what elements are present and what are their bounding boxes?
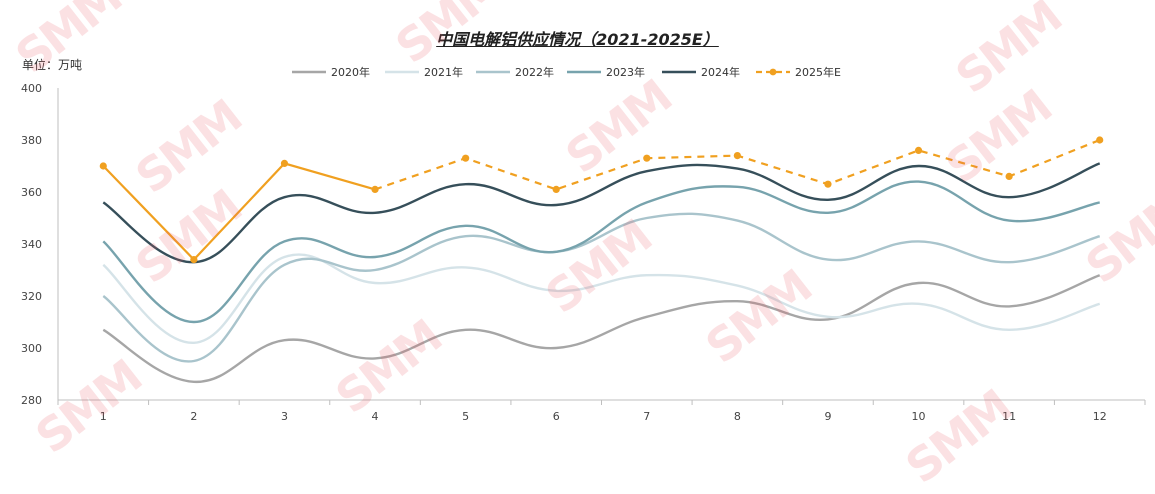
- x-tick-label: 12: [1093, 410, 1107, 423]
- series-line-solid: [102, 162, 376, 262]
- x-tick-label: 6: [553, 410, 560, 423]
- series-line: [102, 212, 1101, 363]
- data-point: [371, 185, 379, 193]
- x-tick-label: 5: [462, 410, 469, 423]
- x-tick-label: 8: [734, 410, 741, 423]
- data-point: [99, 162, 107, 170]
- legend-item-2024: 2024年: [662, 65, 740, 79]
- series-line: [102, 274, 1101, 384]
- legend-label: 2025年E: [795, 65, 841, 79]
- legend-item-2023: 2023年: [567, 65, 645, 79]
- y-tick-label: 300: [21, 342, 42, 355]
- y-tick-label: 320: [21, 290, 42, 303]
- legend-item-2020: 2020年: [292, 65, 370, 79]
- data-point: [824, 180, 832, 188]
- data-point: [1005, 172, 1013, 180]
- legend-label: 2020年: [331, 65, 370, 79]
- data-point: [733, 152, 741, 160]
- y-tick-label: 400: [21, 82, 42, 95]
- x-tick-label: 10: [912, 410, 926, 423]
- x-tick-label: 9: [824, 410, 831, 423]
- data-point: [462, 154, 470, 162]
- data-point: [1096, 136, 1104, 144]
- data-point: [552, 185, 560, 193]
- data-point: [643, 154, 651, 162]
- legend-item-2021: 2021年: [385, 65, 463, 79]
- y-tick-label: 340: [21, 238, 42, 251]
- data-point: [280, 159, 289, 167]
- x-tick-label: 2: [190, 410, 197, 423]
- x-tick-label: 3: [281, 410, 288, 423]
- data-point: [190, 256, 198, 264]
- y-tick-label: 280: [21, 394, 42, 407]
- chart-legend: 2020年 2021年 2022年 2023年 2024年 2025年E: [292, 65, 841, 79]
- y-tick-label: 360: [21, 186, 42, 199]
- legend-label: 2023年: [606, 65, 645, 79]
- legend-item-2022: 2022年: [476, 65, 554, 79]
- x-tick-label: 4: [372, 410, 379, 423]
- unit-label: 单位：万吨: [22, 58, 83, 72]
- series-2022: [102, 212, 1101, 363]
- x-tick-label: 11: [1002, 410, 1016, 423]
- series-2024: [102, 162, 1101, 264]
- x-tick-label: 7: [643, 410, 650, 423]
- series-line-dashed: [374, 138, 1101, 191]
- legend-label: 2024年: [701, 65, 740, 79]
- series-line: [102, 253, 1101, 345]
- legend-label: 2021年: [424, 65, 463, 79]
- chart-series: [99, 136, 1104, 384]
- series-line: [102, 180, 1100, 324]
- legend-marker: [769, 68, 777, 76]
- series-line: [102, 162, 1101, 264]
- series-2025E: [99, 136, 1104, 264]
- series-2020: [102, 274, 1101, 384]
- series-2021: [102, 253, 1101, 345]
- chart-title: 中国电解铝供应情况（2021-2025E）: [436, 30, 719, 49]
- data-point: [914, 146, 923, 154]
- legend-item-2025E: 2025年E: [756, 65, 841, 79]
- x-tick-label: 1: [100, 410, 107, 423]
- legend-label: 2022年: [515, 65, 554, 79]
- y-tick-label: 380: [21, 134, 42, 147]
- series-2023: [102, 180, 1100, 324]
